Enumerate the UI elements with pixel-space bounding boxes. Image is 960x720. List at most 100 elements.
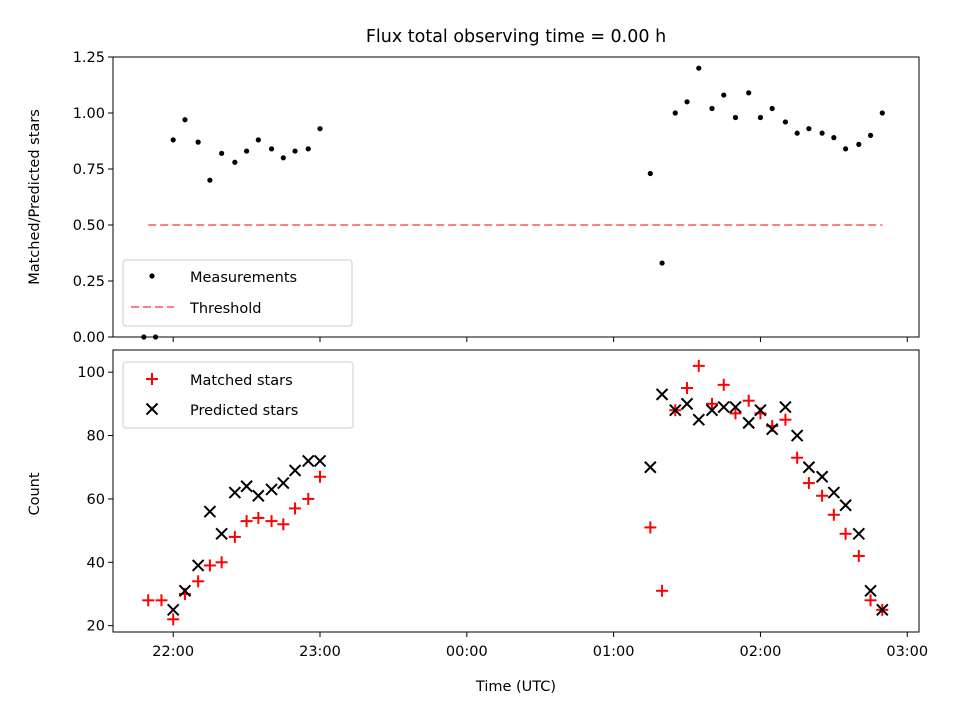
bottom-legend: Matched stars Predicted stars: [122, 361, 354, 429]
measurement-point: [659, 260, 665, 266]
matched-star-point: [827, 508, 840, 521]
predicted-star-stroke-b: [680, 397, 694, 411]
measurement-point: [207, 177, 213, 183]
measurement-point: [647, 170, 653, 177]
predicted-star-stroke-b: [655, 388, 669, 401]
bottom-series-0: [142, 359, 889, 626]
predicted-star-point: [705, 403, 719, 417]
predicted-star-stroke-b: [644, 461, 657, 474]
matched-star-point: [839, 527, 852, 540]
matched-star-point: [656, 584, 669, 597]
matched-star-point: [228, 530, 241, 543]
predicted-star-point: [827, 486, 841, 499]
matched-star-point: [155, 594, 168, 607]
predicted-star-point: [240, 480, 253, 493]
matched-star-point: [215, 556, 228, 569]
matched-star-point: [729, 407, 742, 420]
predicted-star-stroke-b: [754, 403, 767, 417]
measurement-point: [769, 105, 775, 112]
predicted-star-stroke-b: [864, 584, 877, 598]
predicted-star-point: [790, 429, 804, 442]
top-y-axis-label: Matched/Predicted stars: [27, 109, 43, 285]
bottom-y-tick-label: 20: [87, 619, 105, 635]
predicted-star-point: [765, 423, 779, 436]
legend-predicted-label: Predicted stars: [190, 403, 298, 419]
measurement-point: [305, 146, 311, 152]
matched-star-point: [314, 470, 327, 483]
matched-star-point: [852, 549, 865, 562]
bottom-x-tick-label: 00:00: [446, 644, 488, 660]
measurement-point: [232, 159, 238, 165]
top-y-tick-label: 0.75: [73, 162, 105, 178]
predicted-star-stroke-b: [802, 461, 816, 474]
measurement-point: [842, 146, 849, 152]
top-y-tick-label: 1.00: [73, 106, 105, 122]
predicted-star-stroke-b: [178, 584, 192, 598]
predicted-star-stroke-b: [265, 483, 278, 496]
bottom-y-tick-label: 60: [87, 492, 105, 508]
top-axes-frame: [112, 56, 920, 338]
measurement-point: [684, 99, 690, 105]
measurement-point: [732, 114, 739, 121]
legend-measurements-marker: [149, 273, 155, 279]
predicted-star-point: [717, 400, 730, 414]
predicted-star-stroke-b: [779, 400, 792, 414]
bottom-y-tick-label: 40: [87, 555, 105, 571]
matched-star-point: [203, 559, 216, 572]
measurement-point: [819, 130, 825, 136]
predicted-star-point: [288, 464, 302, 477]
predicted-star-point: [166, 603, 180, 617]
predicted-star-stroke-b: [717, 400, 730, 414]
legend-predicted-marker: [145, 402, 159, 416]
predicted-star-point: [203, 505, 217, 518]
predicted-star-point: [644, 461, 657, 474]
measurement-point: [292, 148, 298, 154]
matched-star-point: [252, 511, 265, 524]
top-y-tick-label: 0.25: [73, 274, 105, 290]
predicted-star-point: [265, 483, 278, 496]
measurement-point: [182, 117, 188, 123]
predicted-star-stroke-b: [191, 559, 205, 572]
predicted-star-stroke-b: [765, 423, 779, 436]
predicted-star-stroke-b: [827, 486, 841, 499]
legend-matched-marker: [146, 373, 158, 385]
x-axis-label: Time (UTC): [475, 679, 556, 695]
bottom-x-tick-label: 22:00: [152, 644, 194, 660]
bottom-legend-box: [122, 361, 354, 429]
matched-star-point: [240, 515, 253, 528]
measurement-point: [867, 132, 874, 138]
bottom-x-tick-label: 03:00: [886, 644, 928, 660]
predicted-star-stroke-b: [815, 470, 829, 483]
matched-star-point: [142, 594, 155, 607]
matched-star-point: [864, 594, 877, 607]
top-legend-box: [122, 259, 353, 327]
predicted-star-stroke-b: [669, 403, 682, 417]
matched-star-point: [167, 613, 180, 626]
predicted-star-point: [779, 400, 792, 414]
predicted-star-stroke-b: [839, 499, 852, 512]
legend-threshold-label: Threshold: [189, 301, 261, 317]
measurement-point: [782, 119, 789, 125]
predicted-star-point: [852, 527, 866, 540]
predicted-star-point: [655, 388, 669, 401]
predicted-star-stroke-b: [876, 603, 889, 617]
matched-star-point: [742, 394, 755, 407]
matched-star-point: [192, 575, 205, 588]
predicted-star-stroke-b: [705, 403, 719, 417]
predicted-star-stroke-b: [228, 486, 242, 499]
predicted-star-stroke-b: [313, 454, 327, 468]
measurement-point: [280, 155, 286, 161]
predicted-star-point: [839, 499, 852, 512]
measurement-point: [806, 126, 812, 132]
measurement-point: [268, 146, 275, 152]
predicted-star-stroke-b: [790, 429, 804, 442]
matched-star-point: [779, 413, 792, 426]
predicted-star-stroke-b: [852, 527, 866, 540]
matched-star-point: [289, 502, 302, 515]
predicted-star-point: [252, 489, 265, 502]
measurement-point: [219, 150, 225, 156]
legend-matched-label: Matched stars: [190, 373, 293, 389]
top-panel: 0.00 0.25 0.50 0.75 1.00 1.25: [73, 50, 920, 346]
predicted-star-point: [680, 397, 694, 411]
bottom-y-tick-label: 100: [77, 365, 105, 381]
